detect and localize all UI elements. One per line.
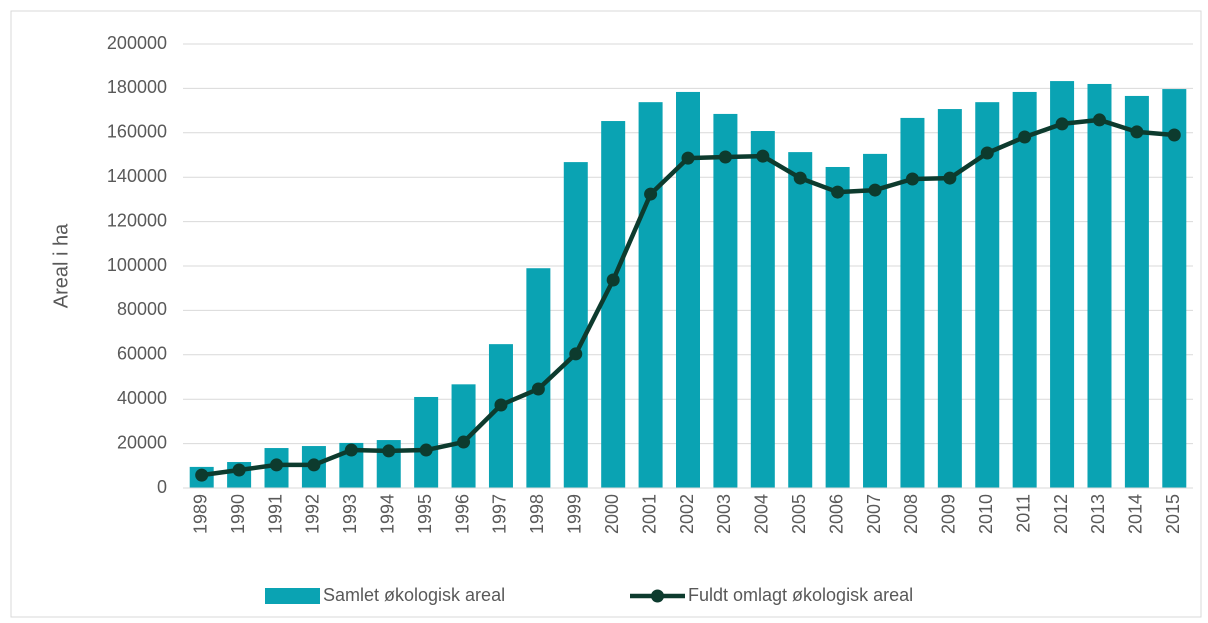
bar: [563, 162, 588, 488]
y-tick-label: 180000: [107, 77, 167, 97]
legend-label: Fuldt omlagt økologisk areal: [688, 585, 913, 605]
x-tick-label: 2015: [1163, 494, 1183, 534]
line-marker: [905, 172, 919, 186]
x-tick-label: 2005: [789, 494, 809, 534]
x-tick-label: 2007: [864, 494, 884, 534]
bar: [750, 131, 775, 489]
legend-swatch: [265, 588, 320, 604]
y-tick-label: 160000: [107, 122, 167, 142]
y-axis-label: Areal i ha: [50, 223, 72, 308]
line-marker: [1055, 117, 1069, 131]
x-tick-label: 2012: [1051, 494, 1071, 534]
bar: [1050, 81, 1075, 488]
line-marker: [681, 151, 695, 165]
line-marker: [1092, 113, 1106, 127]
line-marker: [831, 185, 845, 199]
line-marker: [606, 273, 620, 287]
x-tick-label: 1996: [452, 494, 472, 534]
x-tick-label: 2003: [714, 494, 734, 534]
line-marker: [494, 398, 508, 412]
y-tick-label: 120000: [107, 210, 167, 230]
line-marker: [419, 443, 433, 457]
y-tick-label: 60000: [117, 344, 167, 364]
bar: [713, 113, 738, 489]
x-tick-label: 2013: [1088, 494, 1108, 534]
line-marker: [195, 468, 209, 482]
x-tick-label: 2011: [1013, 494, 1033, 533]
line-marker: [943, 171, 957, 185]
y-tick-label: 140000: [107, 166, 167, 186]
x-tick-label: 1998: [527, 494, 547, 534]
line-marker: [1130, 125, 1144, 139]
y-tick-label: 100000: [107, 255, 167, 275]
x-tick-label: 1990: [228, 494, 248, 534]
bar: [638, 102, 663, 488]
x-tick-label: 1992: [303, 494, 323, 534]
x-tick-label: 2002: [677, 494, 697, 534]
line-marker: [718, 150, 732, 164]
x-tick-label: 2010: [976, 494, 996, 534]
y-tick-label: 200000: [107, 33, 167, 53]
line-marker: [569, 347, 583, 361]
x-tick-label: 1993: [340, 494, 360, 534]
bar: [1124, 95, 1149, 488]
x-tick-label: 2004: [752, 494, 772, 534]
legend-label: Samlet økologisk areal: [323, 585, 505, 605]
bar: [414, 396, 439, 488]
line-marker: [793, 171, 807, 185]
bar: [825, 166, 850, 488]
line-marker: [1167, 128, 1181, 142]
bar: [526, 268, 551, 488]
x-tick-label: 1991: [265, 494, 285, 534]
y-tick-label: 80000: [117, 299, 167, 319]
bar: [1162, 89, 1187, 488]
line-marker: [644, 187, 658, 201]
bar: [1012, 91, 1037, 489]
bar: [1087, 83, 1112, 489]
x-tick-label: 1997: [490, 494, 510, 534]
bar: [937, 109, 962, 489]
bar: [975, 102, 1000, 488]
x-tick-label: 2008: [901, 494, 921, 534]
line-marker: [531, 382, 545, 396]
bar: [788, 152, 813, 488]
y-tick-label: 40000: [117, 388, 167, 408]
legend-swatch-marker: [651, 589, 664, 603]
line-marker: [382, 444, 396, 458]
line-marker: [307, 458, 321, 472]
x-tick-label: 2001: [639, 494, 659, 534]
bar: [676, 91, 700, 489]
bar: [488, 344, 513, 488]
x-tick-label: 2009: [939, 494, 959, 534]
x-tick-label: 1995: [415, 494, 435, 534]
y-tick-label: 0: [157, 477, 167, 497]
line-marker: [232, 463, 246, 477]
line-marker: [868, 183, 882, 197]
line-marker: [1018, 130, 1032, 144]
x-tick-label: 2006: [826, 494, 846, 534]
x-tick-label: 2000: [602, 494, 622, 534]
x-tick-label: 2014: [1126, 494, 1146, 534]
x-tick-label: 1994: [377, 494, 397, 534]
line-marker: [980, 146, 994, 160]
line-marker: [756, 149, 770, 163]
line-marker: [270, 458, 284, 472]
line-marker: [457, 435, 471, 449]
line-marker: [344, 443, 358, 457]
x-tick-label: 1989: [190, 494, 210, 534]
bar: [863, 153, 888, 488]
y-tick-label: 20000: [117, 432, 167, 452]
bar: [601, 121, 626, 488]
x-tick-label: 1999: [565, 494, 585, 534]
